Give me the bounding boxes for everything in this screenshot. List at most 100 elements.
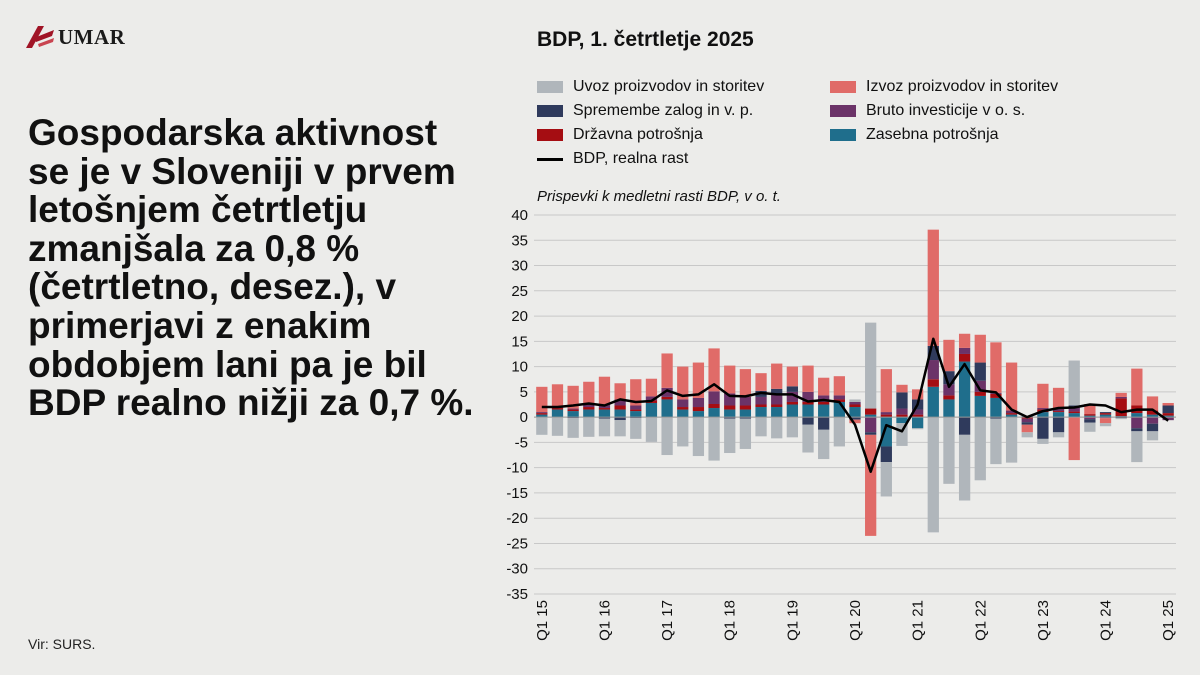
umar-logo-icon bbox=[26, 26, 54, 48]
bar-segment bbox=[1021, 418, 1033, 423]
bar-segment bbox=[833, 376, 845, 396]
bar-segment bbox=[1099, 418, 1112, 424]
umar-logo: UMAR bbox=[24, 24, 125, 50]
bar-segment bbox=[818, 417, 830, 430]
bar-segment bbox=[1162, 415, 1174, 418]
bar-segment bbox=[630, 379, 642, 406]
x-tick-label: Q1 21 bbox=[910, 600, 927, 641]
bar-segment bbox=[1068, 407, 1080, 412]
bar-segment bbox=[739, 369, 752, 397]
bar-segment bbox=[677, 399, 689, 408]
bar-segment bbox=[865, 434, 877, 536]
y-tick-label: 30 bbox=[511, 258, 528, 275]
bar-segment bbox=[849, 401, 861, 405]
bar-segment bbox=[567, 409, 579, 412]
bar-segment bbox=[880, 412, 892, 415]
bar-segment bbox=[1037, 417, 1049, 439]
bar-segment bbox=[598, 376, 611, 405]
bar-segment bbox=[661, 353, 673, 388]
bar-segment bbox=[943, 339, 955, 372]
bar-segment bbox=[630, 405, 642, 410]
bar-segment bbox=[849, 407, 861, 418]
bar-segment bbox=[1005, 362, 1018, 411]
bar-segment bbox=[1146, 423, 1159, 432]
bar-segment bbox=[724, 393, 736, 406]
bar-segment bbox=[833, 399, 845, 402]
bar-segment bbox=[1037, 408, 1049, 410]
bar-segment bbox=[614, 399, 626, 406]
bar-segment bbox=[614, 409, 626, 418]
bar-segment bbox=[661, 399, 673, 418]
legend-label: Državna potrošnja bbox=[573, 126, 703, 143]
bar-segment bbox=[1146, 431, 1159, 441]
x-tick-label: Q1 22 bbox=[972, 600, 989, 641]
bar-segment bbox=[677, 409, 689, 418]
x-tick-label: Q1 24 bbox=[1098, 600, 1115, 641]
bar-segment bbox=[1146, 410, 1159, 415]
y-tick-label: -30 bbox=[506, 561, 528, 578]
bar-segment bbox=[1084, 415, 1096, 418]
bar-segment bbox=[1052, 411, 1065, 413]
legend-line bbox=[537, 157, 563, 161]
bar-segment bbox=[692, 417, 705, 457]
bar-segment bbox=[1021, 422, 1033, 425]
legend-item-investicije: Bruto investicije v o. s. bbox=[830, 101, 1025, 121]
y-tick-label: 20 bbox=[511, 308, 528, 325]
bar-segment bbox=[990, 417, 1002, 419]
gdp-line bbox=[541, 337, 1169, 473]
bar-segment bbox=[974, 380, 986, 392]
bar-segment bbox=[598, 409, 611, 418]
bar-segment bbox=[833, 401, 845, 418]
bar-segment bbox=[1162, 402, 1174, 406]
bar-segment bbox=[724, 418, 736, 454]
bar-segment bbox=[1068, 413, 1080, 418]
bar-segment bbox=[1099, 413, 1112, 415]
bar-segment bbox=[614, 420, 626, 437]
bar-segment bbox=[724, 405, 736, 410]
bar-segment bbox=[708, 391, 720, 404]
bar-segment bbox=[724, 417, 736, 419]
bar-segment bbox=[802, 391, 814, 402]
bar-segment bbox=[583, 381, 595, 405]
bar-segment bbox=[865, 408, 877, 415]
bar-segment bbox=[849, 404, 861, 408]
legend-item-zaloge: Spremembe zalog in v. p. bbox=[537, 101, 753, 121]
bar-segment bbox=[771, 363, 783, 389]
bar-segment bbox=[536, 386, 548, 413]
source-note: Vir: SURS. bbox=[28, 636, 96, 652]
bar-segment bbox=[958, 361, 971, 418]
bar-segment bbox=[755, 407, 767, 418]
y-tick-label: -15 bbox=[506, 485, 528, 502]
bar-segment bbox=[1146, 396, 1159, 411]
bar-segment bbox=[755, 417, 767, 437]
bar-segment bbox=[802, 424, 814, 453]
legend-label: Spremembe zalog in v. p. bbox=[573, 102, 754, 119]
y-tick-label: 0 bbox=[520, 409, 528, 426]
chart-title: BDP, 1. četrtletje 2025 bbox=[537, 28, 754, 51]
bar-segment bbox=[880, 462, 892, 497]
x-tick-label: Q1 23 bbox=[1035, 600, 1052, 641]
bar-segment bbox=[927, 345, 939, 361]
bar-segment bbox=[865, 432, 877, 435]
bar-segment bbox=[771, 407, 783, 418]
bar-segment bbox=[771, 417, 783, 439]
legend-swatch bbox=[537, 129, 563, 141]
bar-segment bbox=[583, 407, 595, 410]
bar-segment bbox=[661, 396, 673, 400]
x-tick-label: Q1 25 bbox=[1160, 600, 1177, 641]
y-tick-label: 15 bbox=[511, 333, 528, 350]
bar-segment bbox=[786, 386, 799, 392]
bar-segment bbox=[536, 414, 548, 418]
bar-segment bbox=[645, 378, 658, 397]
bar-segment bbox=[1131, 428, 1143, 432]
bar-segment bbox=[536, 417, 548, 435]
bar-segment bbox=[567, 385, 579, 409]
bar-segment bbox=[1099, 417, 1112, 419]
bar-segment bbox=[911, 389, 924, 400]
bar-segment bbox=[896, 414, 908, 418]
bar-segment bbox=[598, 417, 611, 419]
x-tick-label: Q1 20 bbox=[847, 600, 864, 641]
bar-segment bbox=[927, 386, 939, 418]
bar-segment bbox=[786, 401, 799, 405]
bar-segment bbox=[786, 366, 799, 387]
